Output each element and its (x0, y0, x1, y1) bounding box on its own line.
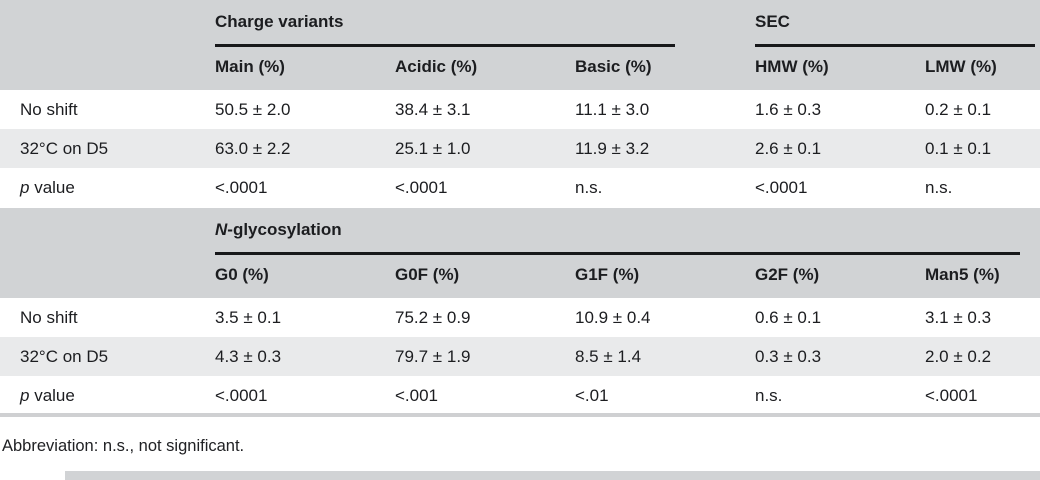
table-cell: <.0001 (215, 386, 268, 405)
table-cell: 3.5 ± 0.1 (215, 308, 282, 327)
table-cell: 1.6 ± 0.3 (755, 100, 822, 119)
group-header-row-section1: Charge variants SEC (0, 0, 1040, 47)
table-row-noshift-section1: No shift 50.5 ± 2.0 38.4 ± 3.1 11.1 ± 3.… (0, 90, 1040, 129)
table-cell: <.0001 (395, 178, 448, 197)
column-header-spacer (0, 47, 215, 90)
spanner-spacer (0, 0, 215, 47)
table-cell: 2.0 ± 0.2 (925, 347, 992, 366)
table-cell: 2.6 ± 0.1 (755, 139, 822, 158)
table-cell: 10.9 ± 0.4 (575, 308, 651, 327)
row-label: No shift (0, 90, 215, 129)
table-cell: 50.5 ± 2.0 (215, 100, 291, 119)
row-label-text: No shift (20, 308, 78, 327)
table-row-32c-section1: 32°C on D5 63.0 ± 2.2 25.1 ± 1.0 11.9 ± … (0, 129, 1040, 168)
row-label-italic: p (20, 178, 30, 197)
row-label-text: value (29, 386, 75, 405)
table-row-32c-section2: 32°C on D5 4.3 ± 0.3 79.7 ± 1.9 8.5 ± 1.… (0, 337, 1040, 376)
table-cell: 38.4 ± 3.1 (395, 100, 471, 119)
table-cell: 75.2 ± 0.9 (395, 308, 471, 327)
row-label: p value (0, 168, 215, 207)
table-cell: 8.5 ± 1.4 (575, 347, 642, 366)
table-cell: 3.1 ± 0.3 (925, 308, 992, 327)
table-cell: n.s. (575, 178, 603, 197)
group-label-italic: N (215, 220, 228, 239)
row-label: 32°C on D5 (0, 129, 215, 168)
spanner-spacer (0, 208, 215, 255)
row-label-text: value (29, 178, 75, 197)
row-label-text: No shift (20, 100, 78, 119)
row-label-text: 32°C on D5 (20, 347, 109, 366)
group-label: SEC (755, 12, 790, 31)
group-header-sec: SEC (755, 0, 1040, 47)
group-label: Charge variants (215, 12, 344, 31)
group-underline-nglycosylation (215, 252, 1020, 255)
table-cell: n.s. (755, 386, 783, 405)
group-label: -glycosylation (227, 220, 342, 239)
group-header-charge-variants: Charge variants (215, 0, 755, 47)
column-header-row-section1: Main (%) Acidic (%) Basic (%) HMW (%) LM… (0, 47, 1040, 90)
group-header-row-section2: N-glycosylation (0, 208, 1040, 255)
table-row-pvalue-section2: p value <.0001 <.001 <.01 n.s. <.0001 (0, 376, 1040, 415)
table-cell: 0.2 ± 0.1 (925, 100, 992, 119)
column-header-g0: G0 (%) (215, 265, 269, 284)
table-cell: 25.1 ± 1.0 (395, 139, 471, 158)
table-row-pvalue-section1: p value <.0001 <.0001 n.s. <.0001 n.s. (0, 168, 1040, 207)
group-underline-charge (215, 44, 675, 47)
table-cell: 0.6 ± 0.1 (755, 308, 822, 327)
table-cell: 63.0 ± 2.2 (215, 139, 291, 158)
table-footnote: Abbreviation: n.s., not significant. (2, 437, 245, 455)
group-underline-sec (755, 44, 1035, 47)
column-header-g2f: G2F (%) (755, 265, 820, 284)
table-cell: <.0001 (215, 178, 268, 197)
row-label: 32°C on D5 (0, 337, 215, 376)
column-header-g1f: G1F (%) (575, 265, 640, 284)
header-band-section2: N-glycosylation G0 (%) G0F (%) G1F (%) G… (0, 208, 1040, 298)
column-header-acidic: Acidic (%) (395, 57, 478, 76)
row-label: No shift (0, 298, 215, 337)
row-label: p value (0, 376, 215, 415)
row-label-text: 32°C on D5 (20, 139, 109, 158)
column-header-man5: Man5 (%) (925, 265, 1000, 284)
table-cell: n.s. (925, 178, 953, 197)
table-cell: 79.7 ± 1.9 (395, 347, 471, 366)
column-header-hmw: HMW (%) (755, 57, 829, 76)
table-cell: 4.3 ± 0.3 (215, 347, 282, 366)
header-band-section1: Charge variants SEC Main (%) Acidic (%) … (0, 0, 1040, 90)
table-cell: <.001 (395, 386, 439, 405)
column-header-g0f: G0F (%) (395, 265, 460, 284)
column-header-lmw: LMW (%) (925, 57, 997, 76)
table-row-noshift-section2: No shift 3.5 ± 0.1 75.2 ± 0.9 10.9 ± 0.4… (0, 298, 1040, 337)
column-header-spacer (0, 255, 215, 298)
table-cell: 11.1 ± 3.0 (575, 100, 650, 119)
column-header-main: Main (%) (215, 57, 285, 76)
table-cell: 0.1 ± 0.1 (925, 139, 992, 158)
group-header-nglycosylation: N-glycosylation (215, 208, 1040, 255)
table-cell: <.0001 (925, 386, 978, 405)
table-cell: 11.9 ± 3.2 (575, 139, 650, 158)
column-header-row-section2: G0 (%) G0F (%) G1F (%) G2F (%) Man5 (%) (0, 255, 1040, 298)
table-cell: <.0001 (755, 178, 808, 197)
table-cell: 0.3 ± 0.3 (755, 347, 822, 366)
column-header-basic: Basic (%) (575, 57, 652, 76)
table-bottom-rule (0, 413, 1040, 417)
table-cell: <.01 (575, 386, 609, 405)
row-label-italic: p (20, 386, 30, 405)
next-table-band-edge (65, 471, 1040, 480)
